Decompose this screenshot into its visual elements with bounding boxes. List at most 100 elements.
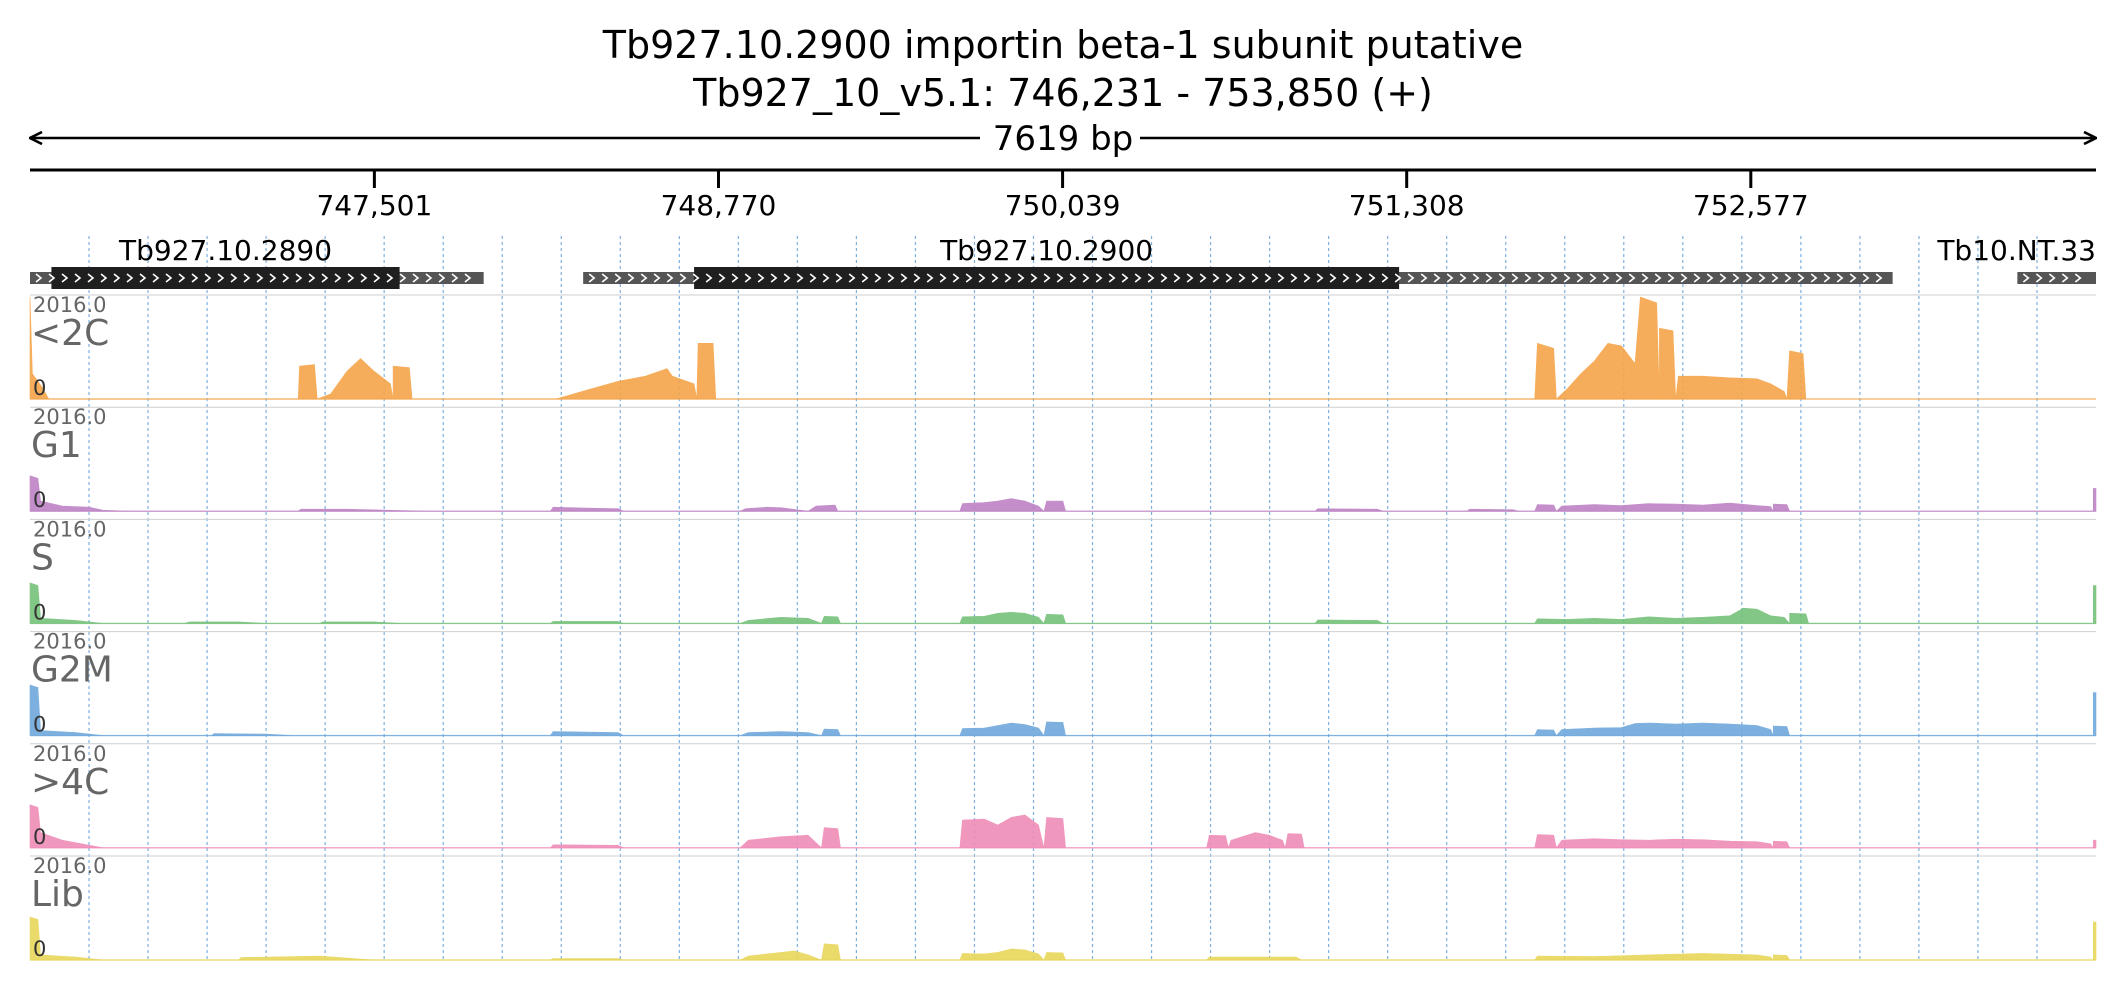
strand-chevron — [653, 273, 661, 283]
strand-chevron — [1381, 273, 1389, 283]
coverage-area — [29, 684, 2097, 737]
title-line1: Tb927.10.2900 importin beta-1 subunit pu… — [602, 23, 1523, 67]
strand-chevron — [2074, 273, 2082, 283]
strand-chevron — [1251, 273, 1259, 283]
strand-chevron — [1680, 273, 1688, 283]
track-ymax-label: 2016.0 — [33, 854, 106, 878]
grid-lines — [88, 236, 2038, 962]
strand-chevron — [1368, 273, 1376, 283]
strand-chevron — [1498, 273, 1506, 283]
strand-chevron — [887, 273, 895, 283]
strand-chevron — [965, 273, 973, 283]
strand-chevron — [269, 273, 277, 283]
coverage-track: 2016.0 0 G2M — [29, 630, 2097, 737]
strand-chevron — [1212, 273, 1220, 283]
strand-chevron — [835, 273, 843, 283]
track-ymin-label: 0 — [33, 825, 46, 849]
strand-chevron — [308, 273, 316, 283]
strand-chevron — [360, 273, 368, 283]
strand-chevron — [822, 273, 830, 283]
strand-chevron — [1134, 273, 1142, 283]
strand-chevron — [139, 273, 147, 283]
strand-chevron — [1355, 273, 1363, 283]
strand-chevron — [1615, 273, 1623, 283]
track-name: <2C — [31, 313, 109, 354]
track-name: G1 — [31, 425, 82, 466]
strand-chevron — [1043, 273, 1051, 283]
coverage-track: 2016.0 0 Lib — [29, 854, 2097, 961]
strand-chevron — [783, 273, 791, 283]
strand-chevron — [1017, 273, 1025, 283]
strand-chevron — [666, 273, 674, 283]
strand-chevron — [640, 273, 648, 283]
ruler-tick-label: 748,770 — [661, 189, 777, 222]
span-label: 7619 bp — [993, 119, 1134, 159]
coverage-track: 2016.0 0 S — [29, 517, 2097, 624]
strand-chevron — [113, 273, 121, 283]
strand-chevron — [1147, 273, 1155, 283]
strand-chevron — [204, 273, 212, 283]
strand-chevron — [334, 273, 342, 283]
strand-chevron — [1745, 273, 1753, 283]
strand-chevron — [1199, 273, 1207, 283]
strand-chevron — [874, 273, 882, 283]
strand-chevron — [438, 273, 446, 283]
track-ymin-label: 0 — [33, 937, 46, 961]
track-name: Lib — [31, 874, 84, 915]
track-name: S — [31, 537, 54, 578]
strand-chevron — [952, 273, 960, 283]
strand-chevron — [412, 273, 420, 283]
strand-chevron — [588, 273, 596, 283]
strand-chevron — [939, 273, 947, 283]
track-ymax-label: 2016.0 — [33, 630, 106, 654]
strand-chevron — [1329, 273, 1337, 283]
strand-chevron — [256, 273, 264, 283]
track-name: >4C — [31, 762, 109, 803]
ruler-ticks: 747,501 748,770 750,039 751,308 752,577 — [316, 170, 1809, 222]
strand-chevron — [1069, 273, 1077, 283]
strand-chevron — [1706, 273, 1714, 283]
track-ymax-label: 2016.0 — [33, 293, 106, 317]
strand-chevron — [1108, 273, 1116, 283]
strand-chevron — [1004, 273, 1012, 283]
strand-chevron — [1576, 273, 1584, 283]
strand-chevron — [1511, 273, 1519, 283]
coverage-area — [29, 804, 2097, 849]
strand-chevron — [1771, 273, 1779, 283]
gene-label: Tb10.NT.33 — [1936, 234, 2096, 267]
strand-chevron — [1095, 273, 1103, 283]
track-ymax-label: 2016.0 — [33, 742, 106, 766]
strand-chevron — [1537, 273, 1545, 283]
strand-chevron — [347, 273, 355, 283]
strand-chevron — [126, 273, 134, 283]
strand-chevron — [861, 273, 869, 283]
strand-chevron — [1485, 273, 1493, 283]
strand-chevron — [373, 273, 381, 283]
strand-chevron — [1797, 273, 1805, 283]
strand-chevron — [1173, 273, 1181, 283]
strand-chevron — [1641, 273, 1649, 283]
strand-chevron — [1056, 273, 1064, 283]
coverage-area — [29, 296, 1807, 400]
ruler-tick-label: 747,501 — [316, 189, 432, 222]
strand-chevron — [1784, 273, 1792, 283]
strand-chevron — [796, 273, 804, 283]
strand-chevron — [1563, 273, 1571, 283]
strand-chevron — [1719, 273, 1727, 283]
strand-chevron — [1524, 273, 1532, 283]
track-ymin-label: 0 — [33, 713, 46, 737]
strand-chevron — [2022, 273, 2030, 283]
strand-chevron — [243, 273, 251, 283]
strand-chevron — [978, 273, 986, 283]
coverage-area — [29, 475, 2097, 513]
strand-chevron — [1264, 273, 1272, 283]
strand-chevron — [848, 273, 856, 283]
strand-chevron — [165, 273, 173, 283]
track-ymin-label: 0 — [33, 488, 46, 512]
strand-chevron — [425, 273, 433, 283]
strand-chevron — [1082, 273, 1090, 283]
strand-chevron — [100, 273, 108, 283]
strand-chevron — [900, 273, 908, 283]
gene-label: Tb927.10.2900 — [939, 234, 1153, 267]
strand-chevron — [178, 273, 186, 283]
